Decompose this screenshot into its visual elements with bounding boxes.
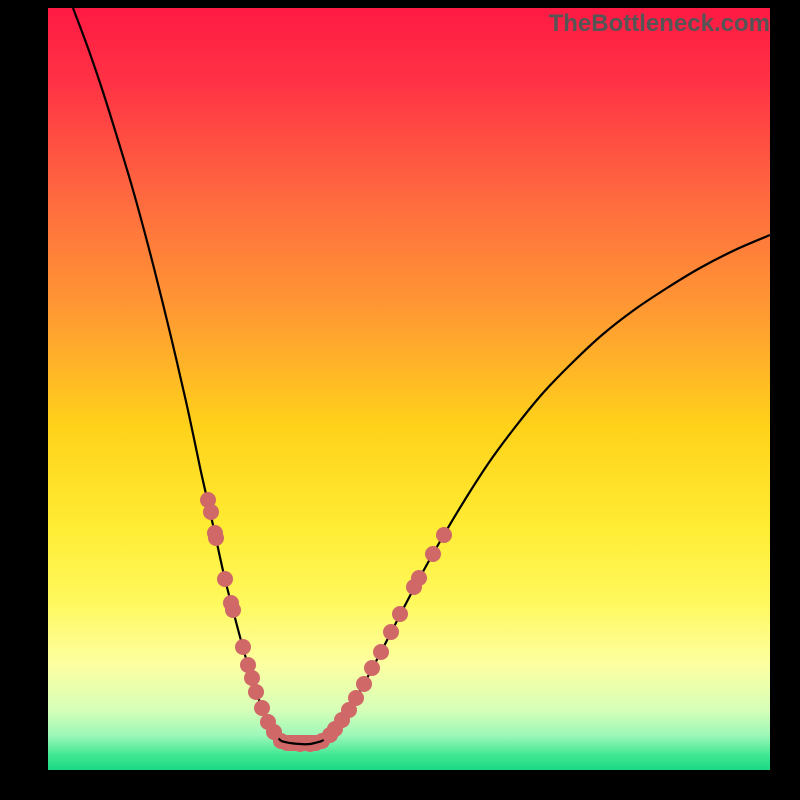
- watermark-text: TheBottleneck.com: [549, 10, 770, 38]
- border-top: [0, 0, 800, 8]
- plot-svg: [0, 0, 800, 800]
- border-right: [770, 0, 800, 800]
- border-bottom: [0, 770, 800, 800]
- border-left: [0, 0, 48, 800]
- gradient-background: [48, 8, 770, 770]
